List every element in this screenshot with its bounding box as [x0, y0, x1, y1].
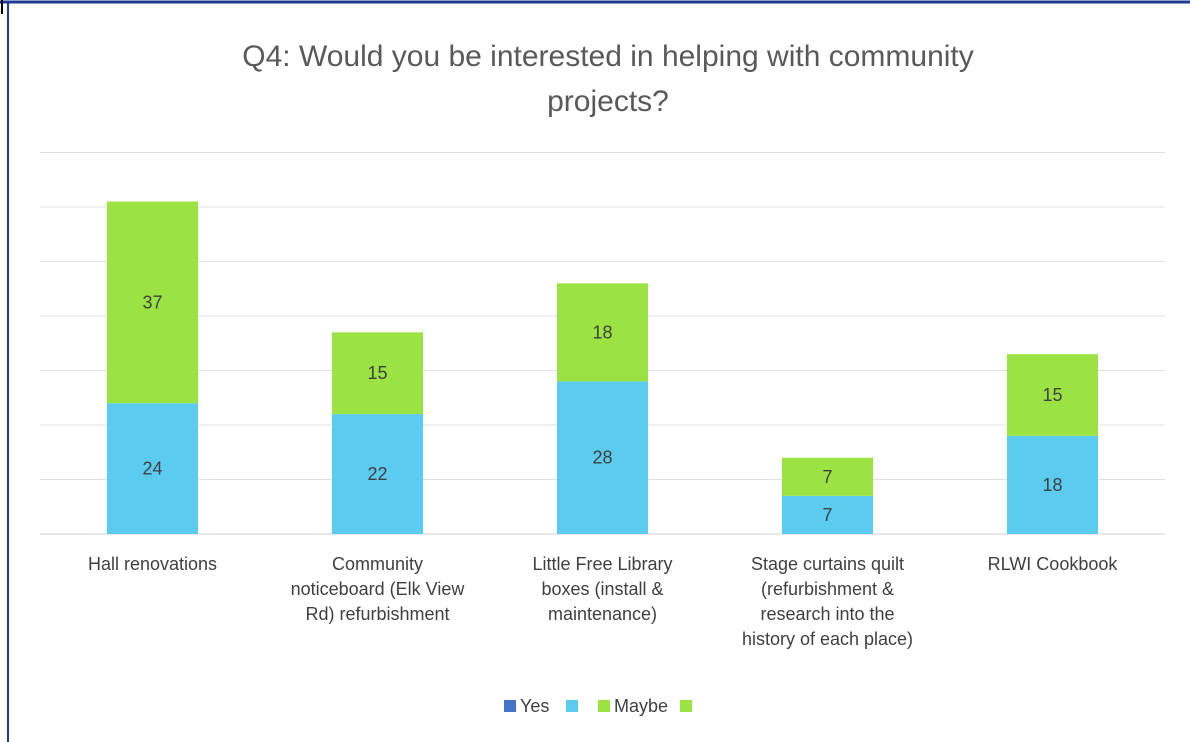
- chart-title-line-2: projects?: [547, 85, 669, 118]
- bar-segment: [1007, 435, 1098, 534]
- data-label: 24: [142, 459, 162, 479]
- category-label: Stage curtains quilt (refurbishment & rese…: [742, 554, 913, 649]
- bar-segment: [332, 332, 423, 415]
- legend-swatch: [680, 700, 692, 712]
- category-label: Little Free Library boxes (install & maint…: [532, 554, 672, 624]
- bar-segment: [107, 201, 198, 404]
- data-label: 22: [367, 464, 387, 484]
- legend: Yes Maybe: [504, 696, 692, 716]
- data-label: 28: [592, 448, 612, 468]
- legend-swatch: [598, 700, 610, 712]
- category-label: RLWI Cookbook: [988, 554, 1119, 574]
- bar-segment: [332, 414, 423, 534]
- bars: [107, 201, 1098, 534]
- data-labels: 24 37 22 15 28 18 7 7 18 15: [142, 292, 1062, 525]
- legend-swatch: [566, 700, 578, 712]
- category-labels: Hall renovations Community noticeboard (El…: [88, 554, 1118, 649]
- data-label: 18: [1042, 475, 1062, 495]
- chart-title-line-1: Q4: Would you be interested in helping w…: [242, 40, 974, 73]
- category-label: Community noticeboard (Elk View Rd) refurb…: [291, 554, 466, 624]
- bar-segment: [557, 381, 648, 534]
- bar-segment: [782, 457, 873, 496]
- data-label: 15: [1042, 385, 1062, 405]
- category-label: Hall renovations: [88, 554, 217, 574]
- bar-segment: [107, 403, 198, 534]
- data-label: 7: [822, 505, 832, 525]
- legend-label: Yes: [520, 696, 549, 716]
- legend-label: Maybe: [614, 696, 668, 716]
- legend-swatch: [504, 700, 516, 712]
- data-label: 37: [142, 292, 162, 312]
- bar-segment: [1007, 354, 1098, 436]
- data-label: 7: [822, 467, 832, 487]
- bar-segment: [557, 283, 648, 382]
- bar-segment: [782, 495, 873, 534]
- data-label: 15: [367, 363, 387, 383]
- data-label: 18: [592, 322, 612, 342]
